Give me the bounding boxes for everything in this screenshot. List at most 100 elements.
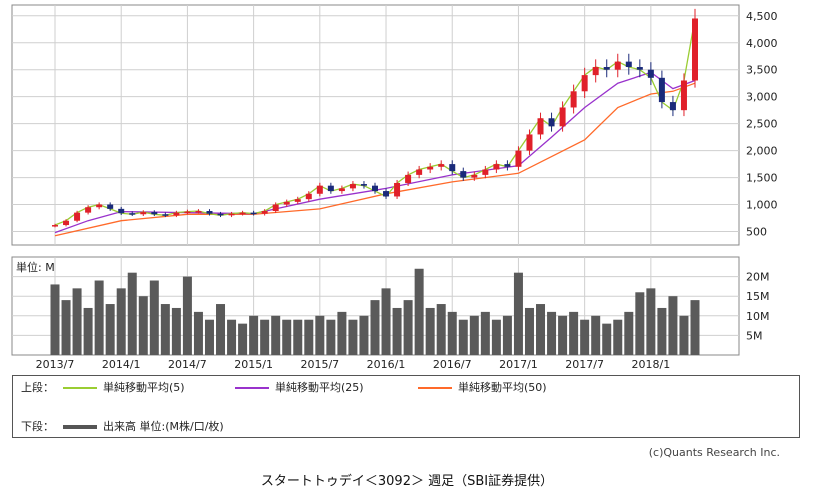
volume-bar (591, 315, 601, 355)
candle-body (692, 18, 698, 81)
volume-bar (635, 292, 645, 355)
candle-body (603, 67, 610, 70)
x-tick-label: 2013/7 (36, 358, 75, 371)
volume-bar (304, 319, 314, 355)
price-tick-label: 2,500 (746, 118, 778, 131)
price-tick-label: 4,500 (746, 10, 778, 23)
candle-body (482, 169, 489, 175)
volume-bar (436, 304, 446, 355)
volume-bar (392, 307, 402, 355)
candle-body (526, 134, 533, 151)
candle-body (338, 188, 345, 192)
x-tick-label: 2015/7 (300, 358, 339, 371)
x-axis-ticks: 2013/7 2014/1 2014/7 2015/1 2015/7 2016/1 2016… (36, 358, 671, 371)
candle-body (239, 212, 246, 215)
candlesticks (52, 8, 698, 228)
volume-bar (282, 319, 292, 355)
candle-body (305, 193, 312, 200)
volume-bar (127, 272, 137, 355)
legend-item-volume: 出来高 単位:(M株/口/枚) (63, 418, 224, 434)
volume-bar (326, 319, 336, 355)
x-tick-label: 2014/7 (168, 358, 207, 371)
volume-bar (690, 300, 700, 355)
price-tick-label: 3,000 (746, 91, 778, 104)
volume-bar (536, 304, 546, 355)
volume-bar (513, 272, 523, 355)
candle-body (592, 67, 599, 76)
volume-bar (569, 311, 579, 355)
ma50-swatch (418, 387, 452, 389)
candle-body (140, 212, 147, 215)
candle-body (107, 204, 114, 209)
volume-bar (524, 307, 534, 355)
volume-bar (138, 296, 148, 355)
candle-body (63, 220, 70, 226)
candle-body (394, 182, 401, 197)
candle-body (515, 150, 522, 167)
candle-body (184, 211, 191, 214)
volume-bar (116, 288, 126, 355)
legend-box: 上段： 単純移動平均(5) 単純移動平均(25) 単純移動平均(50) 下段： … (12, 375, 800, 438)
candle-body (151, 212, 158, 215)
volume-bar (50, 284, 60, 355)
volume-bar (83, 307, 93, 355)
volume-bar (624, 311, 634, 355)
candle-body (129, 213, 136, 215)
volume-bar (502, 315, 512, 355)
volume-swatch (63, 425, 97, 429)
price-tick-label: 3,500 (746, 64, 778, 77)
volume-bar (469, 315, 479, 355)
candle-body (272, 204, 279, 212)
volume-bar (171, 307, 181, 355)
candle-body (327, 185, 334, 192)
volume-bar (425, 307, 435, 355)
candle-body (537, 118, 544, 135)
price-axis-ticks: 500 1,000 1,500 2,000 2,500 3,000 3,500 4,000 4,… (746, 10, 778, 239)
volume-bar (657, 307, 667, 355)
volume-bar (238, 323, 248, 355)
volume-bar (260, 319, 270, 355)
candle-body (449, 164, 456, 172)
x-tick-label: 2017/1 (499, 358, 538, 371)
volume-bar (337, 311, 347, 355)
volume-bar (480, 311, 490, 355)
volume-unit-label: 単位: M (16, 260, 55, 274)
volume-tick-label: 15M (746, 290, 770, 303)
candle-body (460, 171, 467, 178)
legend-item-ma50: 単純移動平均(50) (418, 379, 547, 395)
ma5-swatch (63, 387, 97, 389)
volume-bar (94, 280, 104, 355)
volume-bar (61, 300, 71, 355)
volume-bar (105, 304, 115, 355)
candle-body (250, 212, 257, 215)
volume-bar (227, 319, 237, 355)
chart-caption: スタートトゥデイ＜3092＞ 週足（SBI証券提供） (260, 474, 554, 489)
candle-body (228, 213, 235, 216)
candle-body (85, 207, 92, 213)
candle-body (383, 191, 390, 197)
volume-bar (381, 288, 391, 355)
candle-body (316, 185, 323, 194)
candle-body (658, 77, 665, 103)
volume-bar (249, 315, 259, 355)
legend-upper-row: 上段： 単純移動平均(5) 単純移動平均(25) 単純移動平均(50) (13, 379, 799, 395)
volume-bar (458, 319, 468, 355)
volume-bar (149, 280, 159, 355)
volume-bar (613, 319, 623, 355)
volume-bar (668, 296, 678, 355)
candle-body (294, 199, 301, 202)
volume-bar (679, 315, 689, 355)
volume-bar (193, 311, 203, 355)
volume-bar (580, 319, 590, 355)
volume-bar (359, 315, 369, 355)
candle-body (647, 69, 654, 78)
legend-lower-row: 下段： 出来高 単位:(M株/口/枚) (13, 418, 799, 434)
candle-body (559, 107, 566, 127)
candle-body (493, 164, 500, 170)
candle-body (349, 184, 356, 189)
volume-bar (414, 268, 424, 355)
candle-body (416, 169, 423, 175)
candle-body (372, 185, 378, 192)
candle-body (669, 102, 676, 111)
volume-tick-label: 5M (746, 329, 763, 342)
